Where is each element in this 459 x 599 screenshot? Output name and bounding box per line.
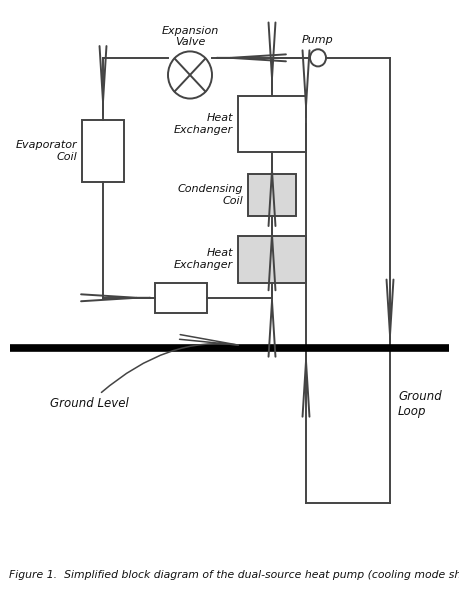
Text: Heat
Exchanger: Heat Exchanger: [174, 249, 233, 270]
Bar: [155, 283, 207, 313]
Text: Condensing
Coil: Condensing Coil: [178, 184, 243, 205]
Bar: [248, 174, 296, 216]
Text: Heat
Exchanger: Heat Exchanger: [174, 113, 233, 135]
Bar: [238, 96, 306, 152]
Bar: [238, 235, 306, 283]
Text: Pump: Pump: [302, 35, 334, 45]
Bar: [82, 120, 124, 182]
Text: Ground Level: Ground Level: [50, 335, 238, 410]
Text: Expansion
Valve: Expansion Valve: [162, 26, 218, 47]
Text: Evaporator
Coil: Evaporator Coil: [15, 140, 77, 162]
Text: Ground
Loop: Ground Loop: [398, 391, 442, 418]
Text: Figure 1.  Simplified block diagram of the dual-source heat pump (cooling mode s: Figure 1. Simplified block diagram of th…: [9, 570, 459, 580]
